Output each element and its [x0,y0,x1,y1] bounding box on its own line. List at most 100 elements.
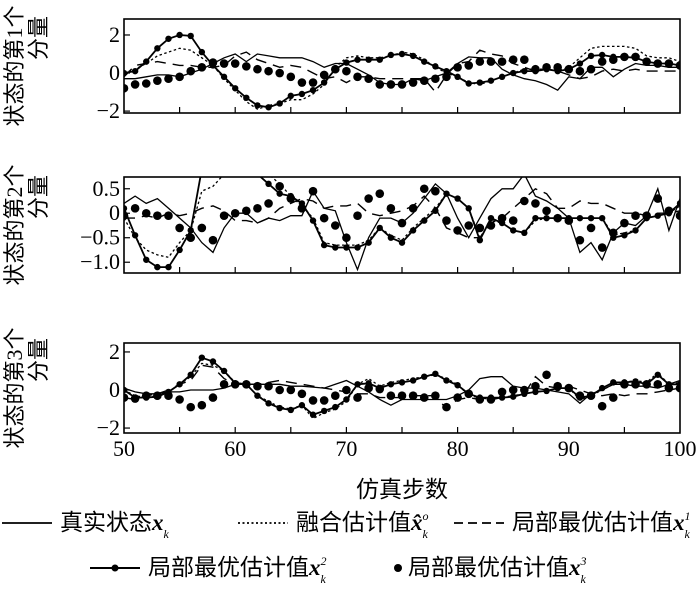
x-tick-label: 70 [335,436,357,461]
y-axis-label-line2: 分量 [26,175,51,219]
series-x3-point [197,223,207,233]
series-x3-point [219,379,229,389]
series-x3-point [453,393,462,402]
series-x3-point [124,83,129,93]
series-x3-point [653,59,663,68]
series-x2-line [124,177,680,268]
series-x2-point [376,56,383,63]
series-x2-point [187,371,194,378]
series-x3-point [164,211,173,220]
series-x3-point [386,204,396,213]
series-x2-point [143,58,150,65]
series-x3-point [575,391,585,401]
series-x2-point [443,377,450,384]
series-x3-point [586,223,596,233]
series-x2-point [287,406,294,414]
series-x2-point [276,190,283,197]
series-group [124,354,680,420]
series-x3-point [141,79,151,88]
series-x3-point [124,211,129,220]
series-x3-point [364,194,373,203]
series-x3-point [297,78,307,87]
series-x3-point [375,80,385,89]
series-x2-point [487,77,495,84]
series-x3-point [675,383,680,393]
series-x3-point [297,204,307,213]
series-x2-point [232,85,239,92]
series-x2-point [243,161,249,167]
series-x2-point [276,404,283,412]
series-x3-point [442,216,451,225]
y-axis-label: 状态的第1个 [2,5,27,126]
series-x3-point [175,395,184,404]
series-x2-point [154,45,161,52]
series-x2-point [421,217,428,224]
series-x3-point [597,401,607,411]
series-x3-point [442,402,451,412]
series-x2-point [265,104,272,111]
series-x2-point [387,51,395,59]
series-x2-point [124,386,128,394]
series-x3-point [675,61,680,70]
series-x1-line [124,364,680,410]
series-x2-point [398,379,406,386]
series-x3-point [397,80,407,89]
series-x2-point [254,102,261,109]
series-group [124,146,680,272]
series-x3-point [264,199,273,208]
series-x3-point [564,216,574,225]
series-x3-point [208,393,218,402]
series-x2-point [131,67,139,75]
series-x3-point [397,391,407,401]
y-axis-label: 状态的第2个 [2,164,27,285]
series-x2-point [243,94,250,101]
series-x3-point [419,393,429,402]
series-x3-point [230,208,240,218]
series-x3-point [230,379,240,389]
y-tick-label: 0.5 [93,176,121,201]
series-x2-point [220,367,228,375]
series-x2-point [354,381,361,388]
series-x2-point [265,400,272,407]
series-x3-point [130,204,140,213]
y-tick-label: 2 [109,22,120,47]
series-x3-point [208,58,218,67]
series-x2-point [176,31,183,39]
series-x3-point [586,391,596,401]
x-tick-label: 50 [113,436,135,461]
series-x2-point [621,232,628,239]
series-x2-point [343,59,350,66]
series-x3-point [275,385,284,395]
panel-2: 0.50−0.5−1.0 状态的第2个 分量 [2,146,681,286]
series-x3-point [397,218,407,228]
plot-frame [123,342,681,434]
series-x2-point [165,35,172,42]
series-x3-point [564,64,574,74]
series-x2-point [409,227,417,234]
series-x3-point [531,64,540,74]
series-x2-point [654,371,661,378]
series-x2-point [221,146,227,152]
series-x3-point [253,64,262,74]
series-x3-point [342,385,351,395]
legend-item-fused: 融合估计值x̂o k [238,509,429,541]
y-tick-label: −2 [97,415,120,440]
series-x2-point [199,166,205,172]
series-x2-point [198,354,206,361]
series-fused-line [124,177,680,259]
y-axis-label: 状态的第3个 [2,327,27,448]
series-x2-point [598,384,606,392]
series-x3-point [431,74,440,84]
series-x1-line [124,187,680,239]
series-x3-point [620,379,629,389]
series-x2-point [287,92,294,100]
series-x2-point [143,256,150,263]
series-x3-point [175,223,184,233]
series-x3-point [342,66,351,76]
series-x3-point [130,80,140,89]
series-x3-point [330,64,340,74]
series-x3-point [497,387,507,397]
series-x3-point [431,391,440,401]
series-x2-point [220,73,228,81]
series-x3-point [386,80,396,89]
